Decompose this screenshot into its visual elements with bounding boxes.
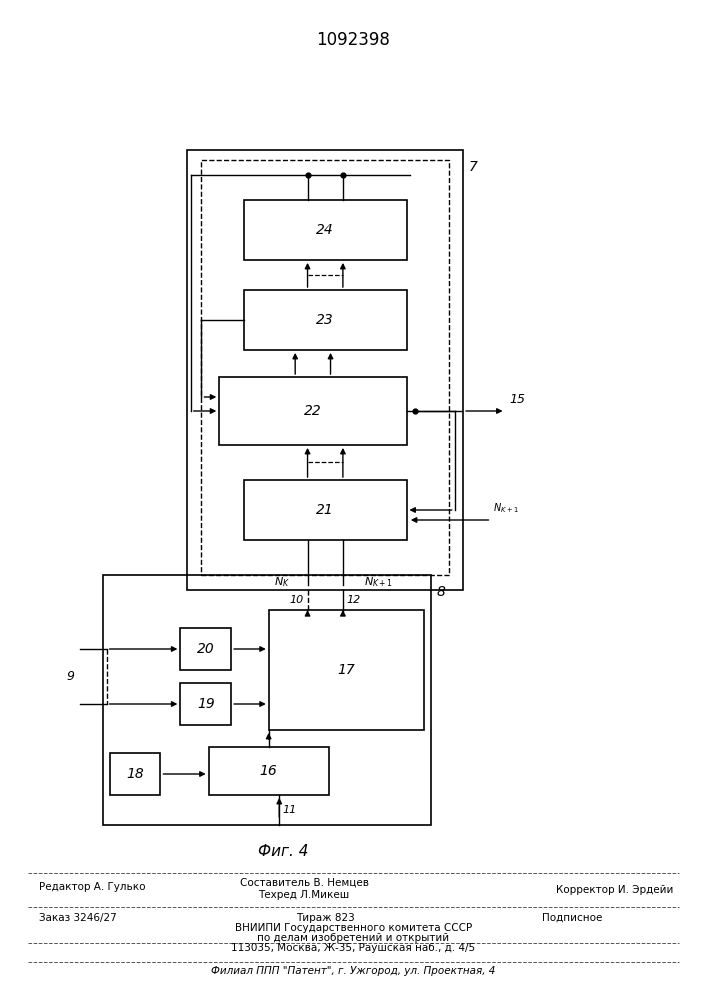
Text: Филиал ППП "Патент", г. Ужгород, ул. Проектная, 4: Филиал ППП "Патент", г. Ужгород, ул. Про… — [211, 966, 496, 976]
Text: 11: 11 — [283, 805, 297, 815]
Text: 20: 20 — [197, 642, 215, 656]
Text: ВНИИПИ Государственного комитета СССР: ВНИИПИ Государственного комитета СССР — [235, 923, 472, 933]
Text: 23: 23 — [316, 313, 334, 327]
Bar — [219, 377, 407, 445]
Text: Подписное: Подписное — [542, 913, 603, 923]
Bar — [244, 290, 407, 350]
Text: $N_K$: $N_K$ — [274, 575, 290, 589]
Text: 113035, Москва, Ж-35, Раушская наб., д. 4/5: 113035, Москва, Ж-35, Раушская наб., д. … — [231, 943, 476, 953]
Text: 15: 15 — [509, 393, 525, 406]
Bar — [201, 160, 449, 575]
Text: 19: 19 — [197, 697, 215, 711]
Bar — [209, 747, 329, 795]
Bar — [103, 575, 431, 825]
Text: Тираж 823: Тираж 823 — [296, 913, 355, 923]
Text: 7: 7 — [469, 160, 478, 174]
Text: Корректор И. Эрдейи: Корректор И. Эрдейи — [556, 885, 674, 895]
Text: Техред Л.Микеш: Техред Л.Микеш — [258, 890, 350, 900]
Text: 9: 9 — [66, 670, 74, 683]
Text: 8: 8 — [437, 585, 446, 599]
Text: Редактор А. Гулько: Редактор А. Гулько — [39, 882, 146, 892]
Bar — [244, 200, 407, 260]
Text: 12: 12 — [346, 595, 361, 605]
Text: 21: 21 — [316, 503, 334, 517]
Text: 1092398: 1092398 — [317, 31, 390, 49]
Text: по делам изобретений и открытий: по делам изобретений и открытий — [257, 933, 450, 943]
Text: 24: 24 — [316, 223, 334, 237]
Text: $N_{K+1}$: $N_{K+1}$ — [364, 575, 393, 589]
Text: Заказ 3246/27: Заказ 3246/27 — [39, 913, 117, 923]
Bar — [187, 150, 463, 590]
Bar — [244, 480, 407, 540]
Text: 16: 16 — [259, 764, 278, 778]
Text: Составитель В. Немцев: Составитель В. Немцев — [240, 878, 368, 888]
Text: 10: 10 — [290, 595, 304, 605]
Text: 18: 18 — [126, 767, 144, 781]
Bar — [180, 628, 231, 670]
Bar — [180, 683, 231, 725]
Text: 17: 17 — [337, 663, 356, 677]
Text: Фиг. 4: Фиг. 4 — [257, 844, 308, 859]
Bar — [110, 753, 160, 795]
Bar — [269, 610, 424, 730]
Text: 22: 22 — [304, 404, 322, 418]
Text: $N_{K+1}$: $N_{K+1}$ — [493, 501, 518, 515]
